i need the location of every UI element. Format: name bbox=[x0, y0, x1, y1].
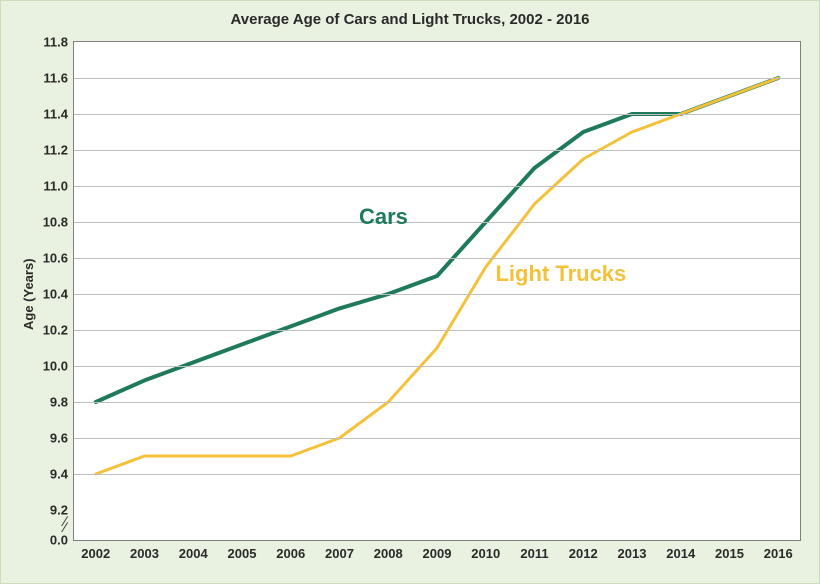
gridline bbox=[74, 186, 800, 187]
y-tick-label: 10.8 bbox=[43, 215, 74, 230]
axis-break-icon: ∕∕ bbox=[64, 518, 66, 530]
y-tick-label: 11.2 bbox=[43, 143, 74, 158]
chart-title: Average Age of Cars and Light Trucks, 20… bbox=[1, 11, 819, 28]
gridline bbox=[74, 330, 800, 331]
x-tick-label: 2010 bbox=[471, 540, 500, 561]
series-label-light-trucks: Light Trucks bbox=[495, 261, 626, 287]
gridline bbox=[74, 150, 800, 151]
gridline bbox=[74, 294, 800, 295]
y-tick-label: 10.6 bbox=[43, 251, 74, 266]
x-tick-label: 2005 bbox=[228, 540, 257, 561]
y-tick-label: 10.4 bbox=[43, 287, 74, 302]
y-tick-label: 9.4 bbox=[50, 467, 74, 482]
x-tick-label: 2003 bbox=[130, 540, 159, 561]
gridline bbox=[74, 438, 800, 439]
x-tick-label: 2015 bbox=[715, 540, 744, 561]
x-tick-label: 2012 bbox=[569, 540, 598, 561]
y-tick-label: 11.4 bbox=[43, 107, 74, 122]
x-tick-label: 2009 bbox=[423, 540, 452, 561]
y-tick-label: 10.0 bbox=[43, 359, 74, 374]
y-tick-label: 9.6 bbox=[50, 431, 74, 446]
x-tick-label: 2007 bbox=[325, 540, 354, 561]
y-axis-label: Age (Years) bbox=[21, 258, 36, 330]
series-line-cars bbox=[96, 78, 778, 402]
y-tick-label: 11.0 bbox=[43, 179, 74, 194]
gridline bbox=[74, 366, 800, 367]
gridline bbox=[74, 114, 800, 115]
y-tick-label: 11.8 bbox=[43, 35, 74, 50]
gridline bbox=[74, 402, 800, 403]
gridline bbox=[74, 222, 800, 223]
x-tick-label: 2002 bbox=[81, 540, 110, 561]
x-tick-label: 2006 bbox=[276, 540, 305, 561]
y-tick-label-zero: 0.0 bbox=[50, 533, 74, 548]
gridline bbox=[74, 78, 800, 79]
x-tick-label: 2016 bbox=[764, 540, 793, 561]
x-tick-label: 2014 bbox=[666, 540, 695, 561]
line-series-layer bbox=[74, 42, 800, 540]
gridline bbox=[74, 474, 800, 475]
y-tick-label: 9.8 bbox=[50, 395, 74, 410]
y-tick-label: 10.2 bbox=[43, 323, 74, 338]
x-tick-label: 2004 bbox=[179, 540, 208, 561]
gridline bbox=[74, 258, 800, 259]
y-tick-label: 11.6 bbox=[43, 71, 74, 86]
x-tick-label: 2013 bbox=[618, 540, 647, 561]
series-label-cars: Cars bbox=[359, 204, 408, 230]
plot-area: 9.29.49.69.810.010.210.410.610.811.011.2… bbox=[73, 41, 801, 541]
y-tick-label: 9.2 bbox=[50, 503, 74, 518]
x-tick-label: 2008 bbox=[374, 540, 403, 561]
x-tick-label: 2011 bbox=[520, 540, 548, 561]
chart-container: Average Age of Cars and Light Trucks, 20… bbox=[0, 0, 820, 584]
